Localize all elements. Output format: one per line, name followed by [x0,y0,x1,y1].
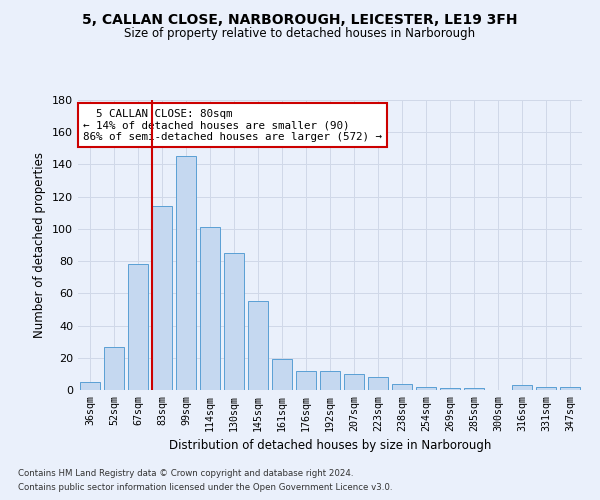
Bar [512,385,532,390]
Bar [320,370,340,390]
Y-axis label: Number of detached properties: Number of detached properties [34,152,46,338]
Bar [368,377,388,390]
Bar [560,387,580,390]
Bar [128,264,148,390]
Bar [416,387,436,390]
Bar [80,382,100,390]
Text: Size of property relative to detached houses in Narborough: Size of property relative to detached ho… [124,28,476,40]
Bar [536,387,556,390]
Bar [176,156,196,390]
Bar [224,253,244,390]
Bar [296,370,316,390]
Text: Contains HM Land Registry data © Crown copyright and database right 2024.: Contains HM Land Registry data © Crown c… [18,468,353,477]
Bar [464,388,484,390]
Text: 5, CALLAN CLOSE, NARBOROUGH, LEICESTER, LE19 3FH: 5, CALLAN CLOSE, NARBOROUGH, LEICESTER, … [82,12,518,26]
Bar [272,360,292,390]
Bar [248,302,268,390]
Bar [152,206,172,390]
X-axis label: Distribution of detached houses by size in Narborough: Distribution of detached houses by size … [169,439,491,452]
Bar [344,374,364,390]
Text: 5 CALLAN CLOSE: 80sqm
← 14% of detached houses are smaller (90)
86% of semi-deta: 5 CALLAN CLOSE: 80sqm ← 14% of detached … [83,108,382,142]
Bar [104,346,124,390]
Bar [440,388,460,390]
Bar [200,228,220,390]
Text: Contains public sector information licensed under the Open Government Licence v3: Contains public sector information licen… [18,484,392,492]
Bar [392,384,412,390]
